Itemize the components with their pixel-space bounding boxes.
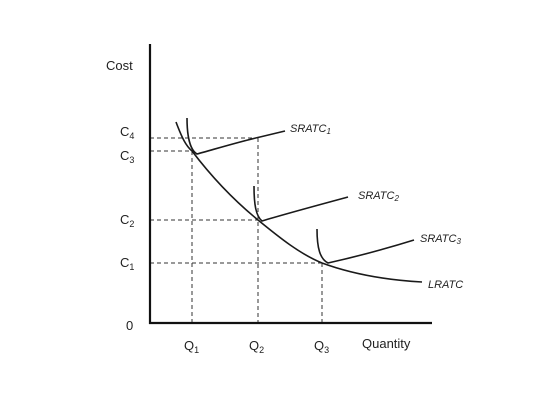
lratc-curve	[175, 121, 423, 283]
x-tick-label-q2: Q2	[249, 338, 264, 355]
x-axis-title: Quantity	[362, 336, 411, 351]
sratc3-curve	[316, 228, 415, 264]
y-tick-label-c2: C2	[120, 212, 134, 229]
x-tick-label-q1: Q1	[184, 338, 199, 355]
curves	[175, 117, 423, 283]
sratc2-curve	[253, 185, 349, 222]
y-tick-label-c3: C3	[120, 148, 134, 165]
y-tick-label-c4: C4	[120, 124, 134, 141]
lratc-label: LRATC	[428, 279, 463, 291]
sratc3-label: SRATC3	[420, 233, 461, 246]
sratc2-label: SRATC2	[358, 190, 399, 203]
y-axis-title: Cost	[106, 58, 133, 73]
x-tick-label-q3: Q3	[314, 338, 329, 355]
origin-label: 0	[126, 318, 133, 333]
sratc1-label: SRATC1	[290, 123, 331, 136]
guide-lines	[150, 137, 323, 323]
sratc1-curve	[186, 117, 286, 155]
y-tick-label-c1: C1	[120, 255, 134, 272]
